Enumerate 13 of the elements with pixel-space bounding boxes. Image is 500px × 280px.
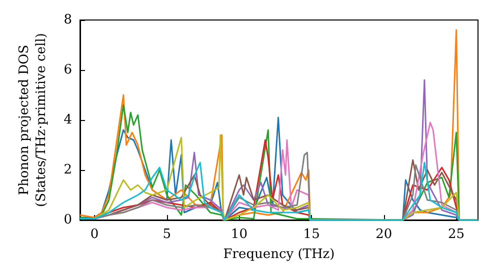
y-tick-label: 2 — [64, 162, 72, 178]
y-tick-label: 0 — [64, 212, 72, 228]
y-axis-title: Phonon projected DOS (States/THz·primitive cell) — [17, 32, 49, 208]
y-tick-label: 6 — [64, 62, 72, 78]
x-tick-label: 20 — [376, 227, 392, 242]
y-tick-label: 8 — [64, 12, 72, 28]
x-tick-label: 10 — [230, 227, 248, 242]
x-tick-label: 5 — [162, 227, 171, 242]
x-axis-title: Frequency (THz) — [223, 246, 335, 262]
x-tick-label: 0 — [90, 227, 99, 242]
x-tick-label: 15 — [303, 227, 320, 242]
x-tick-label: 25 — [448, 227, 465, 242]
y-tick-label: 4 — [64, 112, 72, 128]
